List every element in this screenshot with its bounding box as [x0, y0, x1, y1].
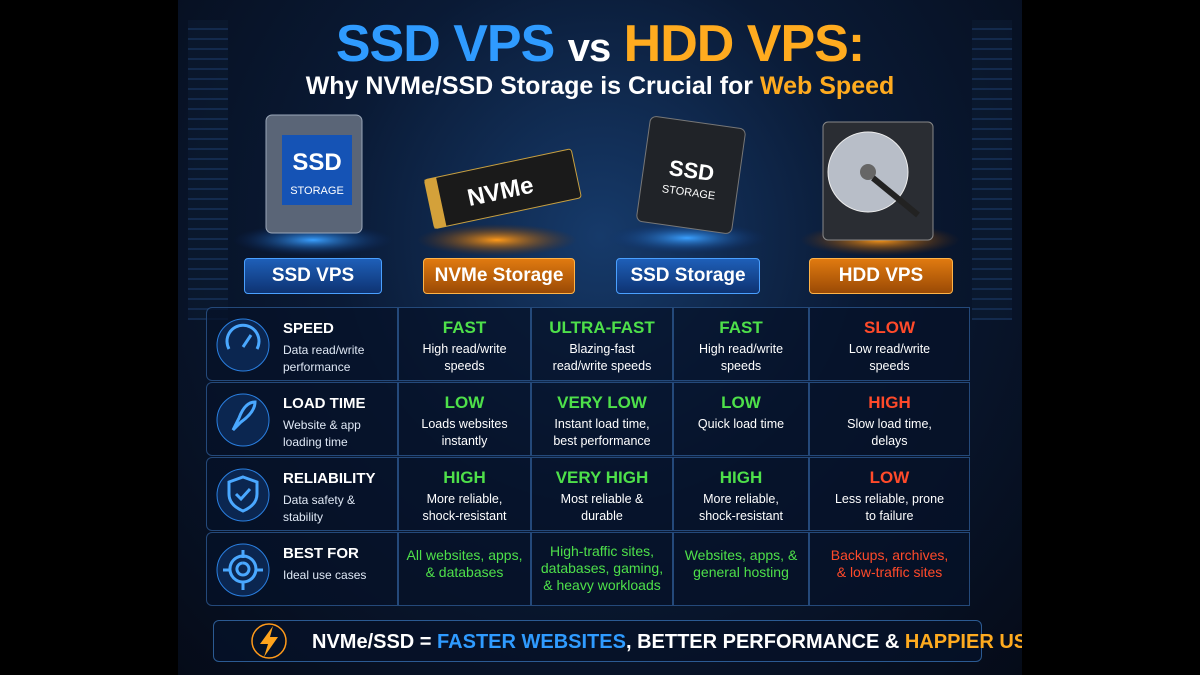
table-cell: HIGH More reliable, shock-resistant — [398, 457, 531, 531]
rating: LOW — [721, 393, 761, 412]
metric-description: Ideal use cases — [283, 568, 367, 582]
detail: High read/write speeds — [422, 342, 507, 373]
detail: Instant load time, best performance — [553, 417, 651, 448]
product-label: NVMe Storage — [423, 258, 575, 294]
footer-middle: , BETTER PERFORMANCE & — [625, 631, 900, 653]
table-cell: SLOW Low read/write speeds — [809, 307, 970, 381]
nvme-drive: NVMe — [424, 148, 582, 229]
detail: High-traffic sites, databases, gaming, &… — [540, 543, 664, 593]
drive-text: SSD — [292, 149, 341, 176]
rating: LOW — [444, 393, 485, 412]
detail: All websites, apps, & databases — [406, 547, 523, 580]
title-left: SSD VPS — [335, 15, 555, 73]
drives: SSD STORAGE NVMe SSD STORAGE — [233, 114, 960, 256]
row-icon — [216, 318, 270, 372]
rating: FAST — [442, 318, 487, 337]
metric: RELIABILITY — [283, 470, 376, 487]
detail: Most reliable & durable — [560, 492, 644, 523]
rating: FAST — [719, 318, 763, 337]
footer: NVMe/SSD = FASTER WEBSITES, BETTER PERFO… — [213, 620, 1022, 662]
table-cell: HIGH More reliable, shock-resistant — [673, 457, 809, 531]
subtitle: Why NVMe/SSD Storage is Crucial for Web … — [178, 72, 1022, 101]
rating: VERY LOW — [557, 393, 647, 412]
rating: VERY HIGH — [555, 468, 649, 487]
detail: Backups, archives, & low-traffic sites — [830, 547, 949, 580]
metric-description: Data read/write performance — [283, 343, 365, 374]
rating: SLOW — [864, 318, 915, 337]
table-cell: Websites, apps, & general hosting — [673, 532, 809, 606]
detail: Websites, apps, & general hosting — [684, 547, 798, 580]
table-cell: LOW Quick load time — [673, 382, 809, 456]
product-label: HDD VPS — [809, 258, 953, 294]
subtitle-highlight: Web Speed — [759, 72, 895, 100]
metric-description: Website & app loading time — [283, 418, 361, 449]
footer-text: NVMe/SSD = FASTER WEBSITES, BETTER PERFO… — [312, 631, 1022, 654]
title: SSD VPS vs HDD VPS: — [178, 14, 1022, 74]
table-cell: All websites, apps, & databases — [398, 532, 531, 606]
row-icon — [216, 393, 270, 447]
ssd-label — [282, 135, 352, 205]
metric: LOAD TIME — [283, 395, 366, 412]
title-mid: vs — [567, 26, 611, 70]
detail: Loads websites instantly — [421, 417, 508, 448]
rating: HIGH — [868, 393, 911, 412]
table-cell: HIGH Slow load time, delays — [809, 382, 970, 456]
footer-highlight: FASTER WEBSITES — [437, 631, 626, 653]
rating: HIGH — [443, 468, 486, 487]
table-cell: LOW Less reliable, prone to failure — [809, 457, 970, 531]
table-cell: FAST High read/write speeds — [398, 307, 531, 381]
detail: Quick load time — [697, 417, 785, 431]
table-cell: Backups, archives, & low-traffic sites — [809, 532, 970, 606]
table-cell: VERY HIGH Most reliable & durable — [531, 457, 673, 531]
drive-text: SSD — [667, 155, 715, 186]
table-cell: ULTRA-FAST Blazing-fast read/write speeds — [531, 307, 673, 381]
metric: BEST FOR — [283, 545, 359, 562]
table-cell: FAST High read/write speeds — [673, 307, 809, 381]
table-cell: VERY LOW Instant load time, best performa… — [531, 382, 673, 456]
product-label: SSD VPS — [244, 258, 382, 294]
subtitle-text: Why NVMe/SSD Storage is Crucial for — [305, 72, 754, 100]
platform — [417, 224, 577, 256]
detail: High read/write speeds — [698, 342, 784, 373]
row-icon — [216, 468, 270, 522]
rating: LOW — [869, 468, 910, 487]
drive-subtext: STORAGE — [290, 185, 344, 197]
server-rack — [972, 20, 1012, 320]
detail: More reliable, shock-resistant — [698, 492, 784, 523]
metric: SPEED — [283, 320, 334, 337]
table-cell: High-traffic sites, databases, gaming, &… — [531, 532, 673, 606]
footer-highlight: HAPPIER USERS — [904, 631, 1022, 653]
detail: Blazing-fast read/write speeds — [552, 342, 652, 373]
panel: SSD VPS vs HDD VPS: Why NVMe/SSD Storage… — [178, 0, 1022, 675]
rating: HIGH — [719, 468, 763, 487]
detail: Low read/write speeds — [848, 342, 931, 373]
detail: More reliable, shock-resistant — [422, 492, 507, 523]
table-cell: LOW Loads websites instantly — [398, 382, 531, 456]
detail: Less reliable, prone to failure — [834, 492, 945, 523]
title-right: HDD VPS: — [623, 15, 865, 73]
detail: Slow load time, delays — [847, 417, 932, 448]
row-header: LOAD TIME Website & app loading time — [206, 382, 398, 456]
server-rack — [188, 20, 228, 320]
row-header: SPEED Data read/write performance — [206, 307, 398, 381]
product-label: SSD Storage — [616, 258, 760, 294]
metric-description: Data safety & stability — [283, 493, 356, 524]
row-icon — [216, 543, 270, 597]
footer-lead: NVMe/SSD = — [312, 631, 432, 653]
row-header: BEST FOR Ideal use cases — [206, 532, 398, 606]
rating: ULTRA-FAST — [549, 318, 655, 337]
ssd-drive: SSD STORAGE — [636, 116, 746, 234]
hdd-drive — [822, 121, 934, 241]
bolt-icon — [251, 623, 287, 659]
row-header: RELIABILITY Data safety & stability — [206, 457, 398, 531]
